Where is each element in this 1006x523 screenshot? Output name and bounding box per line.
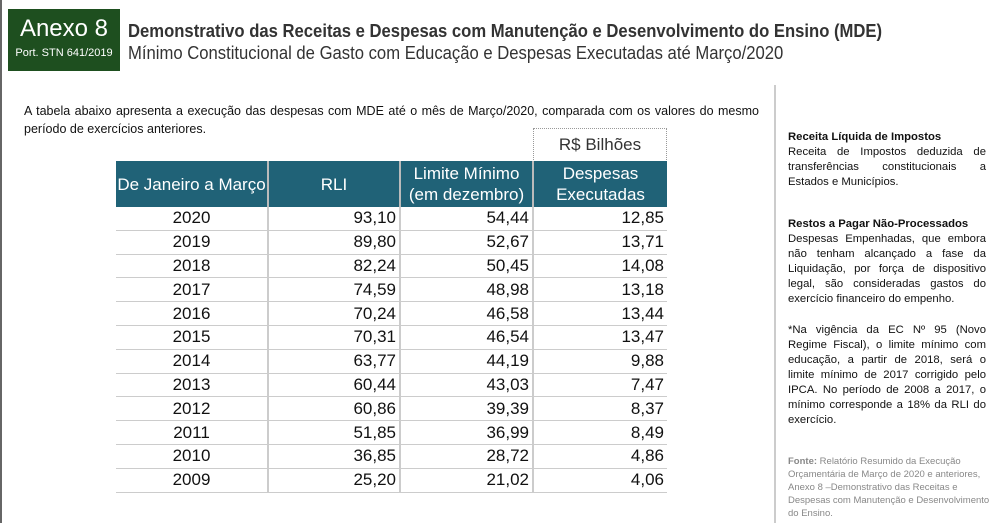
cell-expenses: 7,47	[532, 373, 667, 398]
col-header-limit: Limite Mínimo (em dezembro)	[399, 161, 533, 207]
cell-rli: 36,85	[267, 444, 400, 469]
table-header-row: De Janeiro a Março RLI Limite Mínimo (em…	[116, 161, 667, 207]
cell-expenses: 4,86	[532, 444, 667, 469]
mde-table: De Janeiro a Março RLI Limite Mínimo (em…	[116, 161, 667, 493]
cell-expenses: 13,71	[532, 230, 667, 255]
cell-year: 2012	[116, 396, 268, 422]
note-restos: Restos a Pagar Não-Processados Despesas …	[788, 217, 986, 307]
cell-expenses: 13,18	[532, 277, 667, 303]
note-title: Receita Líquida de Impostos	[788, 131, 942, 143]
table-row: 2016 70,24 46,58 13,44	[116, 301, 667, 326]
cell-year: 2013	[116, 373, 268, 398]
source-note: Fonte: Relatório Resumido da Execução Or…	[788, 455, 993, 520]
cell-rli: 93,10	[267, 207, 400, 231]
cell-limit: 48,98	[399, 277, 533, 303]
cell-expenses: 12,85	[532, 207, 667, 231]
cell-expenses: 13,47	[532, 325, 667, 350]
cell-rli: 89,80	[267, 230, 400, 255]
table-row: 2014 63,77 44,19 9,88	[116, 349, 667, 374]
note-text: *Na vigência da EC Nº 95 (Novo Regime Fi…	[788, 324, 986, 426]
intro-text: A tabela abaixo apresenta a execução das…	[24, 104, 759, 136]
col-header-rli: RLI	[267, 161, 400, 207]
table-row: 2013 60,44 43,03 7,47	[116, 373, 667, 398]
source-label: Fonte:	[788, 456, 818, 467]
table-row: 2018 82,24 50,45 14,08	[116, 254, 667, 279]
cell-rli: 70,31	[267, 325, 400, 350]
cell-year: 2020	[116, 207, 268, 231]
note-text: Receita de Impostos deduzida de transfer…	[788, 146, 986, 188]
cell-limit: 54,44	[399, 207, 533, 231]
cell-year: 2018	[116, 254, 268, 279]
unit-label: R$ Bilhões	[533, 128, 667, 160]
col-header-period: De Janeiro a Março	[116, 161, 268, 207]
badge-title: Anexo 8	[19, 15, 109, 42]
cell-limit: 43,03	[399, 373, 533, 398]
cell-expenses: 14,08	[532, 254, 667, 279]
page-border	[0, 0, 2, 523]
note-ec95: *Na vigência da EC Nº 95 (Novo Regime Fi…	[788, 323, 986, 428]
cell-rli: 51,85	[267, 420, 400, 445]
cell-year: 2019	[116, 230, 268, 255]
annex-badge: Anexo 8 Port. STN 641/2019	[8, 9, 120, 71]
cell-expenses: 9,88	[532, 349, 667, 374]
divider	[774, 85, 776, 523]
cell-year: 2010	[116, 444, 268, 469]
cell-limit: 21,02	[399, 468, 533, 493]
cell-year: 2009	[116, 468, 268, 493]
cell-year: 2011	[116, 420, 268, 445]
cell-expenses: 8,37	[532, 396, 667, 422]
table-row: 2011 51,85 36,99 8,49	[116, 420, 667, 445]
note-rli: Receita Líquida de Impostos Receita de I…	[788, 130, 986, 190]
table-row: 2019 89,80 52,67 13,71	[116, 230, 667, 255]
cell-limit: 46,54	[399, 325, 533, 350]
cell-expenses: 8,49	[532, 420, 667, 445]
table-row: 2015 70,31 46,54 13,47	[116, 325, 667, 350]
page-subtitle: Mínimo Constitucional de Gasto com Educa…	[128, 42, 784, 63]
cell-limit: 46,58	[399, 301, 533, 326]
cell-limit: 44,19	[399, 349, 533, 374]
cell-year: 2016	[116, 301, 268, 326]
cell-limit: 36,99	[399, 420, 533, 445]
col-header-expenses: Despesas Executadas	[532, 161, 667, 207]
cell-rli: 25,20	[267, 468, 400, 493]
cell-limit: 39,39	[399, 396, 533, 422]
note-text: Despesas Empenhadas, que embora não tenh…	[788, 233, 986, 305]
cell-rli: 60,44	[267, 373, 400, 398]
cell-year: 2017	[116, 277, 268, 303]
cell-expenses: 13,44	[532, 301, 667, 326]
cell-expenses: 4,06	[532, 468, 667, 493]
cell-rli: 74,59	[267, 277, 400, 303]
table-row: 2020 93,10 54,44 12,85	[116, 207, 667, 231]
cell-year: 2015	[116, 325, 268, 350]
source-text: Relatório Resumido da Execução Orçamentá…	[788, 456, 990, 519]
table-row: 2012 60,86 39,39 8,37	[116, 396, 667, 422]
table-row: 2017 74,59 48,98 13,18	[116, 277, 667, 303]
note-title: Restos a Pagar Não-Processados	[788, 218, 969, 230]
cell-year: 2014	[116, 349, 268, 374]
cell-rli: 82,24	[267, 254, 400, 279]
cell-rli: 60,86	[267, 396, 400, 422]
cell-limit: 52,67	[399, 230, 533, 255]
badge-subtitle: Port. STN 641/2019	[15, 47, 113, 59]
table-row: 2009 25,20 21,02 4,06	[116, 468, 667, 493]
page-title: Demonstrativo das Receitas e Despesas co…	[128, 20, 883, 41]
cell-rli: 70,24	[267, 301, 400, 326]
cell-limit: 28,72	[399, 444, 533, 469]
table-row: 2010 36,85 28,72 4,86	[116, 444, 667, 469]
cell-rli: 63,77	[267, 349, 400, 374]
cell-limit: 50,45	[399, 254, 533, 279]
